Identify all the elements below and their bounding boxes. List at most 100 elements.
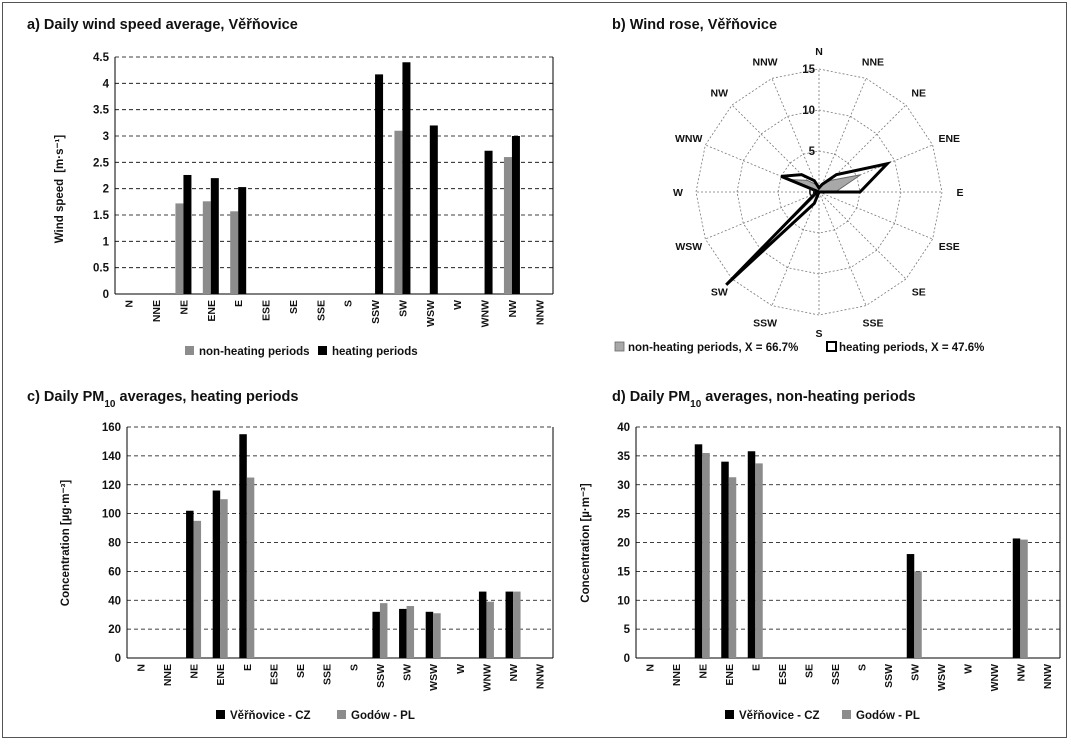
- y-tick-label: 160: [102, 422, 121, 434]
- bar: [721, 461, 729, 658]
- y-tick-label: 0.5: [93, 263, 110, 275]
- x-category-label: SW: [397, 300, 409, 317]
- x-category-label: N: [124, 300, 136, 308]
- x-category-label: ENE: [215, 664, 227, 686]
- bar: [486, 601, 494, 658]
- y-tick-label: 5: [624, 624, 631, 636]
- direction-label: SE: [912, 287, 926, 299]
- y-tick-label: 2.5: [93, 157, 110, 169]
- bar: [513, 591, 521, 658]
- radar-spoke: [771, 78, 820, 193]
- x-category-label: WSW: [936, 664, 948, 691]
- bar: [728, 477, 737, 658]
- x-category-label: WSW: [425, 300, 437, 327]
- y-tick-label: 100: [102, 509, 121, 521]
- x-category-label: SSW: [370, 300, 382, 324]
- legend-swatch: [216, 710, 225, 719]
- x-category-label: NNW: [535, 664, 547, 689]
- bar: [175, 203, 184, 294]
- x-category-label: S: [343, 300, 355, 307]
- y-tick-label: 60: [108, 566, 121, 578]
- bar: [246, 477, 255, 658]
- direction-label: WNW: [675, 133, 702, 145]
- x-category-label: NE: [697, 664, 709, 679]
- direction-label: NW: [711, 87, 729, 99]
- y-tick-label: 40: [617, 422, 630, 434]
- bar: [906, 554, 915, 658]
- legend-swatch: [185, 346, 194, 355]
- radar-spoke: [705, 191, 820, 240]
- direction-label: WSW: [675, 241, 702, 253]
- x-category-label: WNW: [480, 300, 492, 327]
- direction-label: SSW: [753, 317, 777, 329]
- direction-label: SW: [711, 287, 728, 299]
- legend-label: non-heating periods, X = 66.7%: [628, 342, 798, 354]
- x-category-label: NE: [178, 300, 190, 315]
- legend-swatch: [614, 341, 625, 352]
- bar: [406, 606, 415, 658]
- bar: [193, 520, 202, 658]
- y-tick-label: 120: [102, 480, 121, 492]
- panel-d-title-post: averages, non-heating periods: [701, 389, 915, 405]
- x-category-label: SSE: [322, 664, 334, 685]
- radial-tick-label: 15: [802, 64, 815, 76]
- x-category-label: N: [135, 664, 147, 672]
- direction-label: S: [815, 328, 822, 340]
- direction-label: NNW: [753, 57, 778, 69]
- radial-tick-label: 0: [809, 187, 815, 199]
- panel-c-title-post: averages, heating periods: [115, 389, 298, 405]
- bar: [402, 62, 411, 295]
- x-category-label: NW: [1015, 664, 1027, 682]
- bar: [238, 187, 247, 294]
- bar: [212, 490, 221, 658]
- bar: [372, 611, 380, 658]
- bar: [478, 591, 487, 658]
- x-category-label: E: [750, 664, 762, 671]
- legend-swatch: [842, 710, 851, 719]
- y-tick-label: 40: [108, 595, 121, 607]
- bar: [484, 150, 493, 294]
- bar: [183, 174, 192, 294]
- y-tick-label: 15: [617, 566, 630, 578]
- bar: [186, 510, 194, 658]
- bar: [379, 603, 388, 658]
- bar: [1020, 539, 1028, 658]
- x-category-label: SE: [295, 664, 307, 678]
- legend-label: Godów - PL: [856, 710, 920, 722]
- legend-label: heating periods, X = 47.6%: [839, 342, 984, 354]
- bar: [694, 444, 703, 658]
- legend-label: non-heating periods: [199, 346, 310, 358]
- x-category-label: SE: [288, 300, 300, 314]
- x-category-label: ENE: [206, 300, 218, 322]
- bar: [505, 591, 514, 658]
- panel-a-title: a) Daily wind speed average, Věřňovice: [27, 17, 298, 33]
- legend-swatch: [337, 710, 346, 719]
- x-category-label: S: [348, 664, 360, 671]
- x-category-label: NNW: [534, 300, 546, 325]
- bar: [914, 571, 922, 658]
- bar: [747, 451, 756, 658]
- direction-label: N: [815, 46, 823, 58]
- legend-label: Věřňovice - CZ: [739, 710, 820, 722]
- x-category-label: WNW: [989, 664, 1001, 691]
- radar-ring: [777, 150, 861, 234]
- direction-label: E: [956, 187, 963, 199]
- bar: [230, 211, 239, 294]
- direction-label: NNE: [862, 57, 884, 69]
- bar: [202, 201, 211, 294]
- bar: [433, 613, 441, 658]
- bar: [702, 452, 710, 658]
- x-category-label: NW: [507, 300, 519, 318]
- rose-series-heating: [725, 161, 892, 286]
- radar-spoke: [818, 78, 867, 193]
- legend-swatch: [826, 341, 837, 352]
- panel-a-bar-chart: 00.511.522.533.544.5N NNE NE ENE E ESE SE SSE S S…: [93, 52, 554, 358]
- x-category-label: W: [452, 300, 464, 310]
- panel-c-title-pre: c) Daily PM: [27, 389, 104, 405]
- x-category-label: ESE: [268, 664, 280, 685]
- bar: [375, 74, 384, 294]
- y-tick-label: 20: [108, 624, 121, 636]
- panel-b-wind-rose: 0 5 10 15N NNE NE ENE E ESE SE SSE S SSW SW WSW W WNW NW N…: [614, 46, 984, 354]
- bar: [210, 178, 219, 294]
